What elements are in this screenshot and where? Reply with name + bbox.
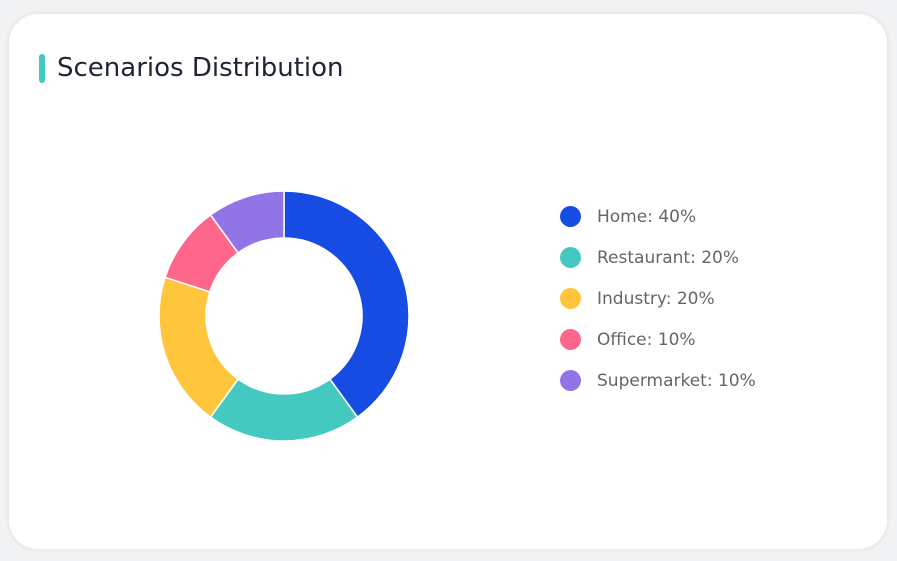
legend-dot-icon — [560, 370, 581, 391]
legend-item-home[interactable]: Home: 40% — [560, 188, 756, 245]
legend-dot-icon — [560, 206, 581, 227]
donut-slice-supermarket[interactable] — [209, 190, 285, 254]
chart-legend: Home: 40% Restaurant: 20% Industry: 20% Off… — [560, 188, 756, 409]
legend-dot-icon — [560, 247, 581, 268]
legend-label: Industry: 20% — [597, 288, 715, 309]
legend-label: Supermarket: 10% — [597, 370, 756, 391]
legend-item-office[interactable]: Office: 10% — [560, 311, 756, 368]
title-accent-bar — [39, 54, 45, 83]
donut-slice-restaurant[interactable] — [209, 378, 359, 442]
legend-label: Restaurant: 20% — [597, 247, 739, 268]
scenarios-card: Scenarios Distribution — [8, 13, 888, 550]
donut-slice-industry[interactable] — [158, 276, 240, 419]
legend-dot-icon — [560, 288, 581, 309]
legend-item-supermarket[interactable]: Supermarket: 10% — [560, 352, 756, 409]
donut-slice-home[interactable] — [283, 190, 410, 419]
legend-dot-icon — [560, 329, 581, 350]
legend-label: Office: 10% — [597, 329, 696, 350]
card-title: Scenarios Distribution — [57, 53, 344, 83]
legend-item-restaurant[interactable]: Restaurant: 20% — [560, 229, 756, 286]
legend-item-industry[interactable]: Industry: 20% — [560, 270, 756, 327]
legend-label: Home: 40% — [597, 206, 697, 227]
